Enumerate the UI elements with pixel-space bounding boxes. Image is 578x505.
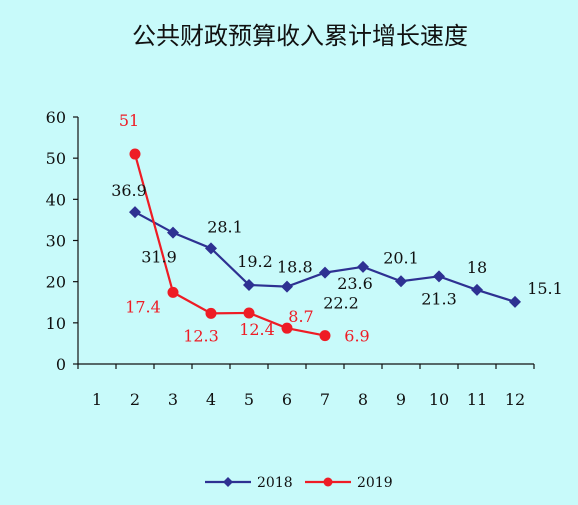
x-tick-label: 1	[92, 390, 102, 409]
x-tick-label: 12	[505, 390, 525, 409]
legend-marker-2018	[223, 477, 233, 487]
series-line-2019	[133, 153, 326, 337]
point-2018-2	[129, 206, 141, 219]
point-2018-5	[243, 278, 255, 291]
point-2019-7	[319, 330, 331, 342]
point-2018-12	[509, 295, 521, 308]
data-label-2019-4: 12.3	[183, 326, 219, 345]
chart-title: 公共财政预算收入累计增长速度	[132, 22, 468, 50]
x-tick-label: 11	[467, 390, 487, 409]
y-tick-label: 50	[46, 149, 66, 168]
y-tick-label: 60	[46, 108, 66, 127]
point-2018-6	[281, 280, 293, 293]
y-ticks: 0 10 20 30 40 50 60	[46, 108, 78, 374]
y-tick-label: 20	[46, 273, 66, 292]
point-2019-3	[167, 286, 179, 298]
x-tick-label: 5	[244, 390, 254, 409]
data-label-2018-4: 28.1	[207, 217, 243, 236]
point-2018-3	[167, 226, 179, 239]
data-label-2018-6: 18.8	[277, 258, 313, 277]
data-label-2018-10: 21.3	[421, 289, 457, 308]
point-2018-7	[319, 266, 331, 279]
data-label-2019-6: 8.7	[288, 307, 313, 326]
x-ticks: 1 2 3 4 5 6 7 8 9 10 11 12	[77, 364, 535, 409]
x-tick-label: 10	[429, 390, 449, 409]
data-label-2018-5: 19.2	[237, 252, 273, 271]
data-label-2018-12: 15.1	[527, 279, 563, 298]
point-2018-8	[357, 260, 369, 273]
legend-marker-2019	[323, 477, 333, 487]
x-tick-label: 3	[168, 390, 178, 409]
data-label-2018-2: 36.9	[111, 181, 147, 200]
data-label-2019-2: 51	[119, 111, 139, 130]
x-tick-label: 4	[206, 390, 216, 409]
point-2019-2	[129, 148, 141, 160]
y-tick-label: 0	[56, 355, 66, 374]
y-tick-label: 10	[46, 314, 66, 333]
data-label-2019-5: 12.4	[239, 320, 275, 339]
x-tick-label: 2	[130, 390, 140, 409]
data-label-2018-7: 22.2	[323, 294, 359, 313]
legend: 2018 2019	[205, 475, 393, 491]
point-2019-4	[205, 307, 217, 319]
data-label-2019-7: 6.9	[344, 327, 369, 346]
point-2019-6	[281, 322, 293, 334]
x-tick-label: 6	[282, 390, 292, 409]
legend-label-2019: 2019	[357, 475, 393, 491]
series-layer	[129, 148, 521, 342]
data-label-2019-3: 17.4	[125, 297, 161, 316]
data-labels: 36.9 31.9 28.1 19.2 18.8 22.223.6 20.1 21.3 18 15…	[111, 111, 563, 346]
y-tick-label: 40	[46, 190, 66, 209]
data-label-2018-3: 31.9	[141, 248, 177, 267]
x-tick-label: 8	[358, 390, 368, 409]
point-2019-5	[243, 307, 255, 319]
x-tick-label: 7	[320, 390, 330, 409]
point-2018-11	[471, 283, 483, 296]
x-tick-label: 9	[396, 390, 406, 409]
point-2018-10	[433, 270, 445, 283]
data-label-2018-11: 18	[467, 258, 487, 277]
series-line-2018	[134, 211, 516, 303]
legend-label-2018: 2018	[257, 475, 293, 491]
data-label-2018-8: 23.6	[337, 274, 373, 293]
point-2018-9	[395, 275, 407, 288]
point-2018-4	[205, 242, 217, 255]
y-tick-label: 30	[46, 232, 66, 251]
data-label-2018-9: 20.1	[383, 248, 419, 267]
